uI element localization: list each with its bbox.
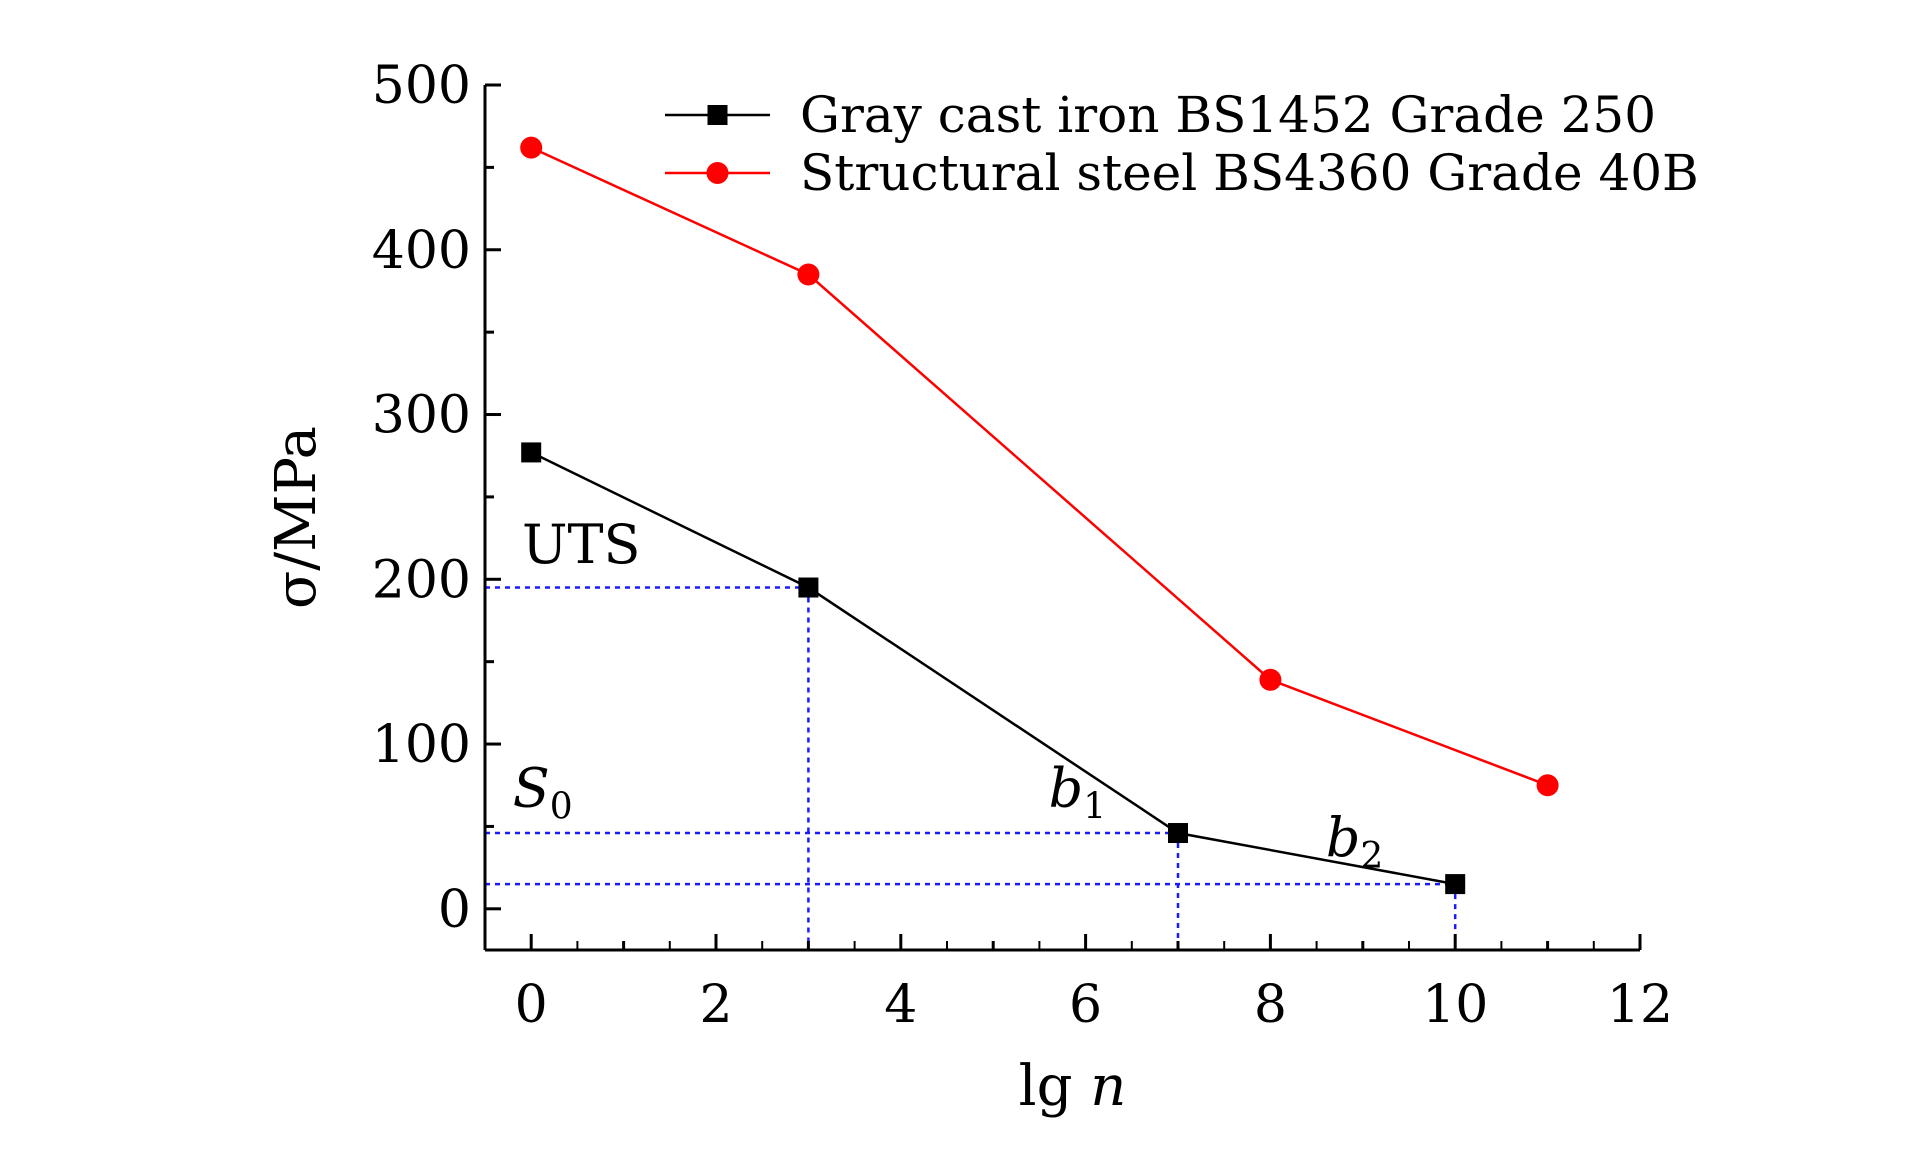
annotation-s0-text: S — [513, 757, 550, 820]
annotation-b1-text: b — [1049, 757, 1084, 820]
data-point — [1445, 874, 1466, 895]
x-axis-title-base: lg — [1019, 1054, 1091, 1119]
legend-label: Structural steel BS4360 Grade 40B — [800, 144, 1699, 202]
y-tick-label: 500 — [372, 56, 471, 116]
axes — [483, 85, 1640, 952]
series-line — [530, 146, 1549, 787]
y-tick-label: 400 — [372, 221, 471, 281]
x-axis-title: lg n — [1019, 1054, 1127, 1119]
x-tick-label: 0 — [515, 975, 548, 1035]
annotation-s0: S0 — [513, 757, 573, 828]
y-axis-title: σ/MPa — [264, 426, 329, 609]
data-point — [521, 442, 542, 463]
annotation-b1-subscript: 1 — [1083, 787, 1106, 828]
x-tick-label: 6 — [1069, 975, 1102, 1035]
series-1 — [521, 442, 1466, 895]
annotation-b2-text: b — [1326, 806, 1361, 869]
data-point — [1536, 774, 1559, 797]
x-tick-label: 2 — [699, 975, 732, 1035]
data-point — [1259, 668, 1282, 691]
annotation-b2: b2 — [1326, 806, 1383, 877]
series-2 — [520, 136, 1559, 797]
legend-label: Gray cast iron BS1452 Grade 250 — [800, 86, 1656, 144]
legend-entry-2: Structural steel BS4360 Grade 40B — [665, 144, 1699, 202]
data-point — [798, 577, 819, 598]
y-tick-label: 300 — [372, 386, 471, 446]
data-point — [797, 263, 820, 286]
y-tick-label: 100 — [372, 715, 471, 775]
x-tick-label: 10 — [1422, 975, 1488, 1035]
x-tick-label: 12 — [1607, 975, 1673, 1035]
y-tick-label: 0 — [438, 880, 471, 940]
series-line — [530, 451, 1456, 886]
legend: Gray cast iron BS1452 Grade 250Structura… — [665, 86, 1699, 202]
annotation-uts: UTS — [522, 513, 641, 576]
annotation-b2-subscript: 2 — [1360, 836, 1383, 877]
y-tick-label: 200 — [372, 550, 471, 610]
x-tick-label: 4 — [884, 975, 917, 1035]
x-tick-label: 8 — [1254, 975, 1287, 1035]
data-point — [520, 136, 543, 159]
x-axis-title-var: n — [1090, 1054, 1126, 1119]
series-layer — [520, 136, 1559, 895]
data-point — [1168, 823, 1188, 844]
annotation-uts-text: UTS — [522, 513, 641, 576]
annotation-s0-subscript: 0 — [550, 787, 573, 828]
legend-marker — [707, 105, 728, 125]
legend-marker — [706, 162, 729, 184]
reference-lines — [485, 586, 1457, 950]
legend-entry-1: Gray cast iron BS1452 Grade 250 — [665, 86, 1656, 144]
annotation-b1: b1 — [1049, 757, 1106, 828]
